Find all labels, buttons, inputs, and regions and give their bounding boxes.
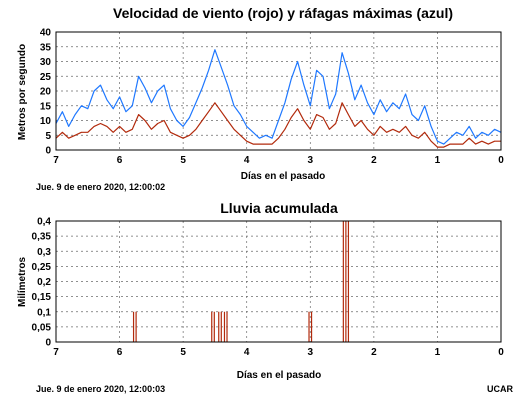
rain-x-ticks: 7 6 5 4 3 2 1 0	[53, 347, 504, 358]
wind-x-tick-label: 2	[371, 155, 377, 166]
rain-y-tick-label: 0,15	[32, 292, 52, 303]
wind-x-tick-label: 5	[180, 155, 186, 166]
wind-series-line	[55, 102, 501, 148]
wind-plot-frame	[55, 31, 502, 151]
wind-y-tick-label: 5	[45, 131, 51, 142]
wind-y-tick-label: 35	[40, 42, 52, 53]
wind-x-tick-label: 6	[117, 155, 123, 166]
rain-chart: Lluvia acumulada 00,050,10,150,20,250,30…	[17, 200, 513, 394]
rain-y-tick-label: 0,1	[37, 307, 51, 318]
rain-y-tick-label: 0,05	[32, 322, 52, 333]
rain-y-tick-label: 0,2	[37, 277, 51, 288]
wind-y-tick-label: 10	[40, 116, 52, 127]
wind-chart-title: Velocidad de viento (rojo) y ráfagas máx…	[113, 5, 453, 21]
rain-plot-frame	[55, 220, 502, 343]
wind-x-tick-label: 4	[244, 155, 250, 166]
rain-x-axis-label: Días en el pasado	[237, 370, 321, 381]
rain-x-tick-label: 4	[244, 347, 250, 358]
rain-x-tick-label: 3	[308, 347, 314, 358]
wind-timestamp: Jue. 9 de enero 2020, 12:00:02	[36, 182, 165, 192]
gust-series-line	[55, 49, 502, 145]
wind-series	[55, 49, 502, 148]
wind-y-axis-label: Metros por segundo	[17, 44, 28, 140]
rain-x-tick-label: 1	[435, 347, 441, 358]
wind-y-tick-label: 0	[45, 146, 51, 157]
rain-y-tick-label: 0,3	[37, 247, 51, 258]
rain-x-tick-label: 6	[117, 347, 123, 358]
wind-y-tick-label: 20	[40, 87, 52, 98]
rain-y-tick-label: 0,25	[32, 262, 52, 273]
rain-x-tick-label: 7	[53, 347, 59, 358]
wind-y-ticks: 0 5 10 15 20 25 30 35 40	[40, 28, 52, 157]
rain-x-tick-label: 0	[498, 347, 504, 358]
rain-y-tick-label: 0,4	[37, 217, 51, 228]
wind-x-tick-label: 3	[308, 155, 314, 166]
credit-label: UCAR	[487, 384, 513, 394]
wind-y-tick-label: 30	[40, 57, 52, 68]
rain-x-tick-label: 2	[371, 347, 377, 358]
wind-x-tick-label: 1	[435, 155, 441, 166]
wind-y-tick-label: 40	[40, 28, 52, 39]
wind-y-tick-label: 25	[40, 72, 52, 83]
wind-x-tick-label: 7	[53, 155, 59, 166]
rain-y-ticks: 0 0,05 0,1 0,15 0,2 0,25 0,3 0,35 0,4	[32, 217, 52, 349]
wind-y-tick-label: 15	[40, 101, 52, 112]
rain-bars	[132, 221, 350, 342]
wind-chart: Velocidad de viento (rojo) y ráfagas máx…	[17, 5, 504, 192]
rain-x-tick-label: 5	[180, 347, 186, 358]
rain-grid	[56, 221, 501, 342]
wind-x-tick-label: 0	[498, 155, 504, 166]
rain-y-tick-label: 0,35	[32, 232, 52, 243]
wind-x-ticks: 7 6 5 4 3 2 1 0	[53, 155, 504, 166]
rain-timestamp: Jue. 9 de enero 2020, 12:00:03	[36, 384, 165, 394]
wind-x-axis-label: Días en el pasado	[241, 171, 325, 182]
rain-chart-title: Lluvia acumulada	[220, 200, 338, 216]
rain-y-axis-label: Milímetros	[17, 257, 28, 307]
rain-y-tick-label: 0	[45, 338, 51, 349]
